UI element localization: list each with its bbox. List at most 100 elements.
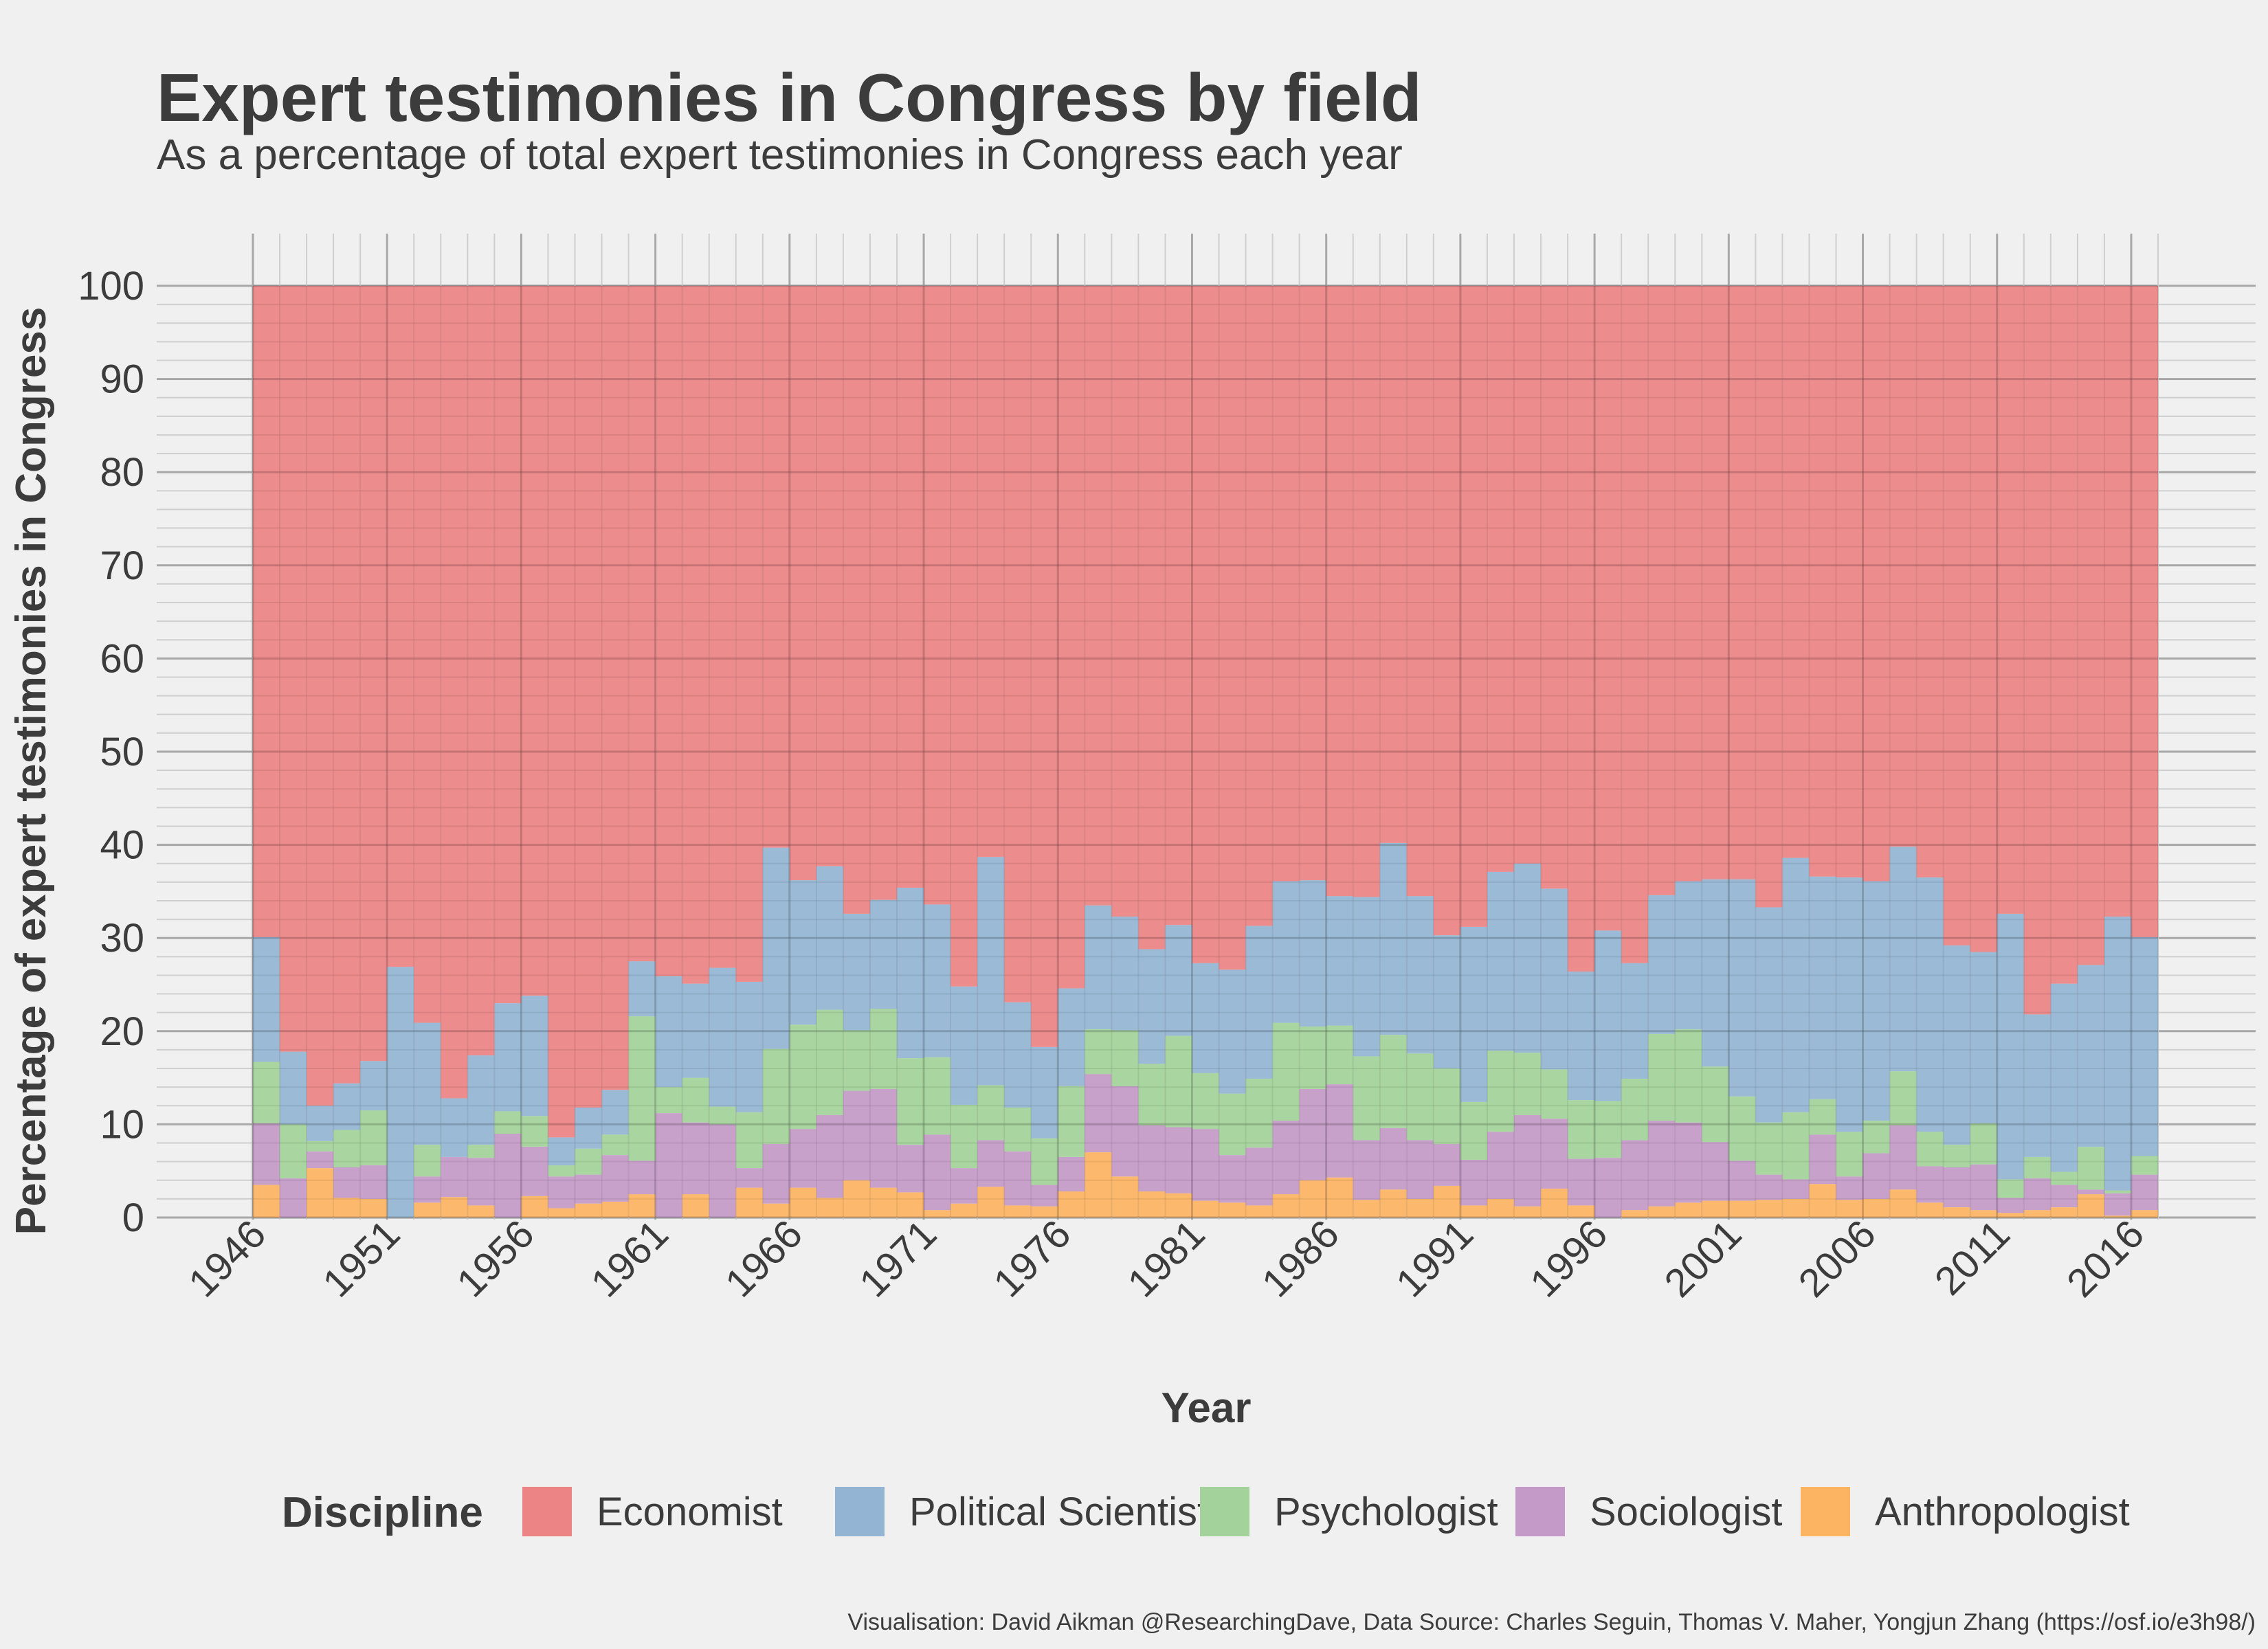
bar-segment-psychologist	[1728, 1096, 1756, 1161]
bar-segment-political-scientist	[1487, 871, 1514, 1051]
y-tick-label: 100	[78, 264, 144, 309]
bar-segment-anthropologist	[1755, 1200, 1783, 1218]
bar-segment-economist	[1513, 286, 1542, 864]
bar-segment-sociologist	[1433, 1143, 1460, 1186]
bar-segment-psychologist	[2023, 1156, 2051, 1179]
bar-segment-sociologist	[1245, 1147, 1273, 1206]
bar-segment-psychologist	[1192, 1073, 1219, 1130]
bar-segment-sociologist	[2050, 1185, 2078, 1208]
bar-segment-anthropologist	[2077, 1194, 2104, 1218]
bar-segment-sociologist	[1111, 1086, 1139, 1177]
x-tick-label: 1951	[314, 1211, 408, 1305]
bar-segment-sociologist	[494, 1133, 522, 1218]
bar-segment-anthropologist	[843, 1180, 870, 1218]
bar-segment-sociologist	[628, 1160, 656, 1195]
bar-segment-psychologist	[1863, 1120, 1890, 1154]
bar-segment-anthropologist	[762, 1203, 790, 1218]
bar-segment-political-scientist	[1138, 949, 1166, 1064]
bar-segment-sociologist	[1621, 1140, 1649, 1211]
bar-segment-sociologist	[1004, 1151, 1032, 1206]
bar-segment-political-scientist	[897, 887, 924, 1059]
bar-segment-economist	[1836, 286, 1863, 878]
bar-segment-psychologist	[601, 1134, 629, 1156]
bar-segment-psychologist	[950, 1104, 978, 1169]
bar-segment-psychologist	[1513, 1052, 1542, 1115]
bar-segment-economist	[387, 286, 414, 967]
bar-segment-economist	[628, 286, 656, 962]
bar-segment-anthropologist	[1782, 1198, 1810, 1218]
x-axis-title: Year	[1161, 1384, 1251, 1432]
bar-segment-economist	[1004, 286, 1032, 1002]
bar-segment-anthropologist	[1513, 1206, 1542, 1218]
bar-segment-political-scientist	[1809, 876, 1836, 1099]
bar-segment-anthropologist	[521, 1196, 548, 1218]
bar-segment-psychologist	[1621, 1078, 1649, 1141]
bar-segment-anthropologist	[1648, 1206, 1676, 1218]
y-tick-label: 70	[100, 543, 144, 588]
bar-segment-economist	[924, 286, 951, 905]
bar-segment-anthropologist	[1943, 1207, 1970, 1218]
y-tick-label: 20	[100, 1009, 144, 1054]
bar-segment-anthropologist	[1192, 1200, 1219, 1218]
bar-segment-anthropologist	[360, 1198, 388, 1218]
bar-segment-anthropologist	[869, 1187, 898, 1218]
bar-segment-sociologist	[977, 1140, 1005, 1187]
bar-segment-political-scientist	[1916, 877, 1944, 1132]
bar-segment-anthropologist	[1728, 1200, 1756, 1218]
bar-segment-anthropologist	[441, 1197, 468, 1218]
bar-segment-anthropologist	[1219, 1202, 1246, 1218]
bar-segment-anthropologist	[1004, 1205, 1032, 1218]
bar-segment-sociologist	[1675, 1122, 1702, 1203]
bar-segment-sociologist	[655, 1113, 682, 1218]
bar-segment-political-scientist	[655, 976, 682, 1088]
bar-segment-sociologist	[1085, 1074, 1112, 1153]
bar-segment-psychologist	[1219, 1093, 1246, 1156]
bar-segment-political-scientist	[521, 996, 548, 1117]
bar-segment-political-scientist	[1728, 879, 1756, 1097]
bar-segment-psychologist	[1433, 1068, 1460, 1144]
bar-segment-economist	[843, 286, 870, 914]
x-tick-label: 2016	[2058, 1211, 2153, 1305]
bar-segment-psychologist	[1138, 1064, 1166, 1125]
bar-segment-psychologist	[333, 1130, 361, 1167]
bar-segment-sociologist	[1970, 1164, 1997, 1211]
bar-segment-anthropologist	[924, 1210, 951, 1218]
bar-segment-anthropologist	[1863, 1198, 1890, 1218]
bar-segment-sociologist	[1272, 1120, 1300, 1195]
bar-segment-anthropologist	[1970, 1210, 1997, 1218]
bar-segment-economist	[1219, 286, 1246, 970]
legend-key-economist	[522, 1487, 572, 1536]
bar-segment-anthropologist	[414, 1202, 441, 1218]
bar-segment-psychologist	[1594, 1101, 1622, 1158]
legend-label: Anthropologist	[1875, 1490, 2130, 1534]
bar-segment-economist	[1379, 286, 1407, 843]
bar-segment-anthropologist	[1541, 1188, 1568, 1218]
legend-label: Economist	[597, 1490, 783, 1534]
bar-segment-anthropologist	[1675, 1202, 1702, 1218]
bar-segment-anthropologist	[253, 1185, 280, 1218]
bar-segment-political-scientist	[1997, 913, 2024, 1180]
bar-segment-political-scientist	[1621, 963, 1649, 1079]
bar-segment-anthropologist	[2023, 1210, 2051, 1218]
y-axis-title: Percentage of expert testimonies in Cong…	[8, 307, 55, 1235]
bar-segment-sociologist	[789, 1129, 816, 1188]
bar-segment-sociologist	[1568, 1158, 1595, 1206]
bar-segment-political-scientist	[307, 1106, 334, 1141]
bar-segment-psychologist	[1702, 1066, 1729, 1143]
bar-segment-psychologist	[843, 1030, 870, 1091]
bar-segment-sociologist	[1487, 1132, 1514, 1199]
bar-segment-anthropologist	[2050, 1207, 2078, 1218]
legend-key-anthropologist	[1801, 1487, 1850, 1536]
legend-label: Political Scientist	[909, 1490, 1208, 1534]
bar-segment-psychologist	[1031, 1138, 1058, 1185]
bar-segment-sociologist	[1943, 1167, 1970, 1208]
bar-segment-anthropologist	[977, 1187, 1005, 1218]
bar-segment-economist	[709, 286, 736, 968]
bar-segment-sociologist	[441, 1156, 468, 1198]
bar-segment-political-scientist	[387, 967, 414, 1218]
bar-segment-political-scientist	[1594, 930, 1622, 1101]
bar-segment-political-scientist	[1272, 881, 1300, 1023]
bar-segment-anthropologist	[1138, 1191, 1166, 1218]
bar-segment-economist	[1406, 286, 1434, 897]
bar-segment-political-scientist	[1541, 888, 1568, 1070]
